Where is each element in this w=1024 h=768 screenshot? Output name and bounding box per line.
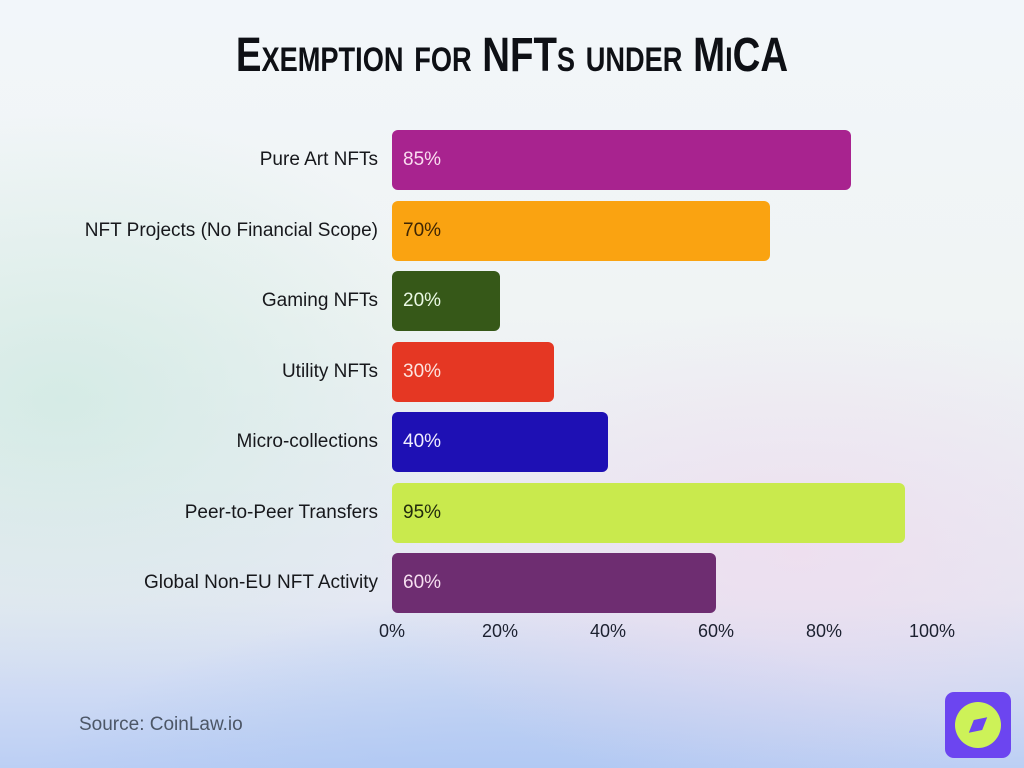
compass-icon	[955, 702, 1001, 748]
value-label: 95%	[403, 501, 442, 523]
category-label: NFT Projects (No Financial Scope)	[84, 219, 378, 241]
bar: 70%	[392, 200, 770, 261]
x-axis-tick-label: 0%	[378, 621, 405, 641]
value-label: 85%	[403, 149, 442, 170]
coinlaw-compass-logo	[945, 692, 1011, 758]
bar-row: NFT Projects (No Financial Scope) 70%	[0, 200, 1024, 261]
bar: 95%	[392, 482, 905, 543]
category-label: Peer-to-Peer Transfers	[184, 501, 378, 523]
category-label: Gaming NFTs	[261, 290, 378, 311]
x-axis-tick-label: 80%	[805, 621, 843, 641]
bar-row: Micro-collections 40%	[0, 412, 1024, 472]
bar-row: Pure Art NFTs 85%	[0, 130, 1024, 190]
bar-row: Global Non-EU NFT Activity 60%	[0, 553, 1024, 613]
x-axis-tick-label: 60%	[697, 621, 735, 641]
bar: 60%	[392, 553, 716, 613]
bar-row: Gaming NFTs 20%	[0, 271, 1024, 331]
bar: 30%	[392, 341, 554, 402]
bar: 20%	[392, 271, 500, 331]
category-label: Global Non-EU NFT Activity	[143, 572, 378, 593]
x-axis-tick-label: 20%	[481, 621, 519, 641]
x-axis-tick-label: 40%	[589, 621, 627, 641]
value-label: 20%	[403, 290, 442, 311]
bar: 85%	[392, 130, 851, 190]
value-label: 60%	[403, 572, 442, 593]
bar-row: Utility NFTs 30%	[0, 341, 1024, 402]
category-label: Pure Art NFTs	[259, 149, 378, 170]
bar: 40%	[392, 412, 608, 472]
category-label: Micro-collections	[236, 431, 378, 452]
x-axis-tick-label: 100%	[908, 621, 956, 641]
value-label: 40%	[403, 431, 442, 452]
source-attribution: Source: CoinLaw.io	[79, 714, 243, 735]
value-label: 70%	[403, 219, 442, 241]
category-label: Utility NFTs	[281, 360, 378, 382]
bar-row: Peer-to-Peer Transfers 95%	[0, 482, 1024, 543]
chart-title: Exemption for NFTs under MiCA	[235, 29, 789, 82]
value-label: 30%	[403, 360, 442, 382]
